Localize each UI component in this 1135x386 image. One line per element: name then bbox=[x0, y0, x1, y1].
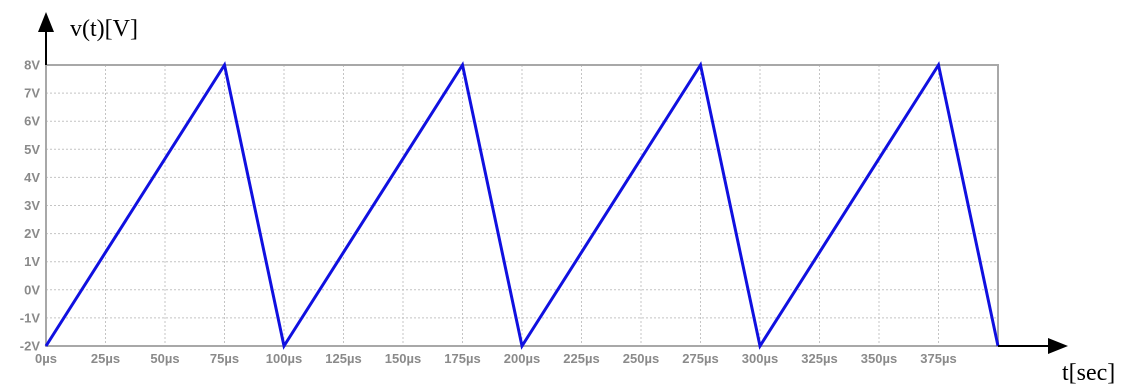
x-tick-label: 250µs bbox=[623, 351, 659, 366]
y-tick-label: 1V bbox=[24, 254, 40, 269]
y-axis-arrowhead-icon bbox=[38, 12, 54, 32]
y-tick-label: -1V bbox=[20, 310, 41, 325]
x-tick-label: 275µs bbox=[682, 351, 718, 366]
y-tick-label: 4V bbox=[24, 170, 40, 185]
x-tick-labels: 0µs 25µs 50µs 75µs 100µs 125µs 150µs 175µs 200µs… bbox=[35, 351, 957, 366]
y-tick-label: -2V bbox=[20, 339, 41, 354]
x-tick-label: 350µs bbox=[861, 351, 897, 366]
y-tick-label: 7V bbox=[24, 86, 40, 101]
x-tick-label: 375µs bbox=[920, 351, 956, 366]
grid bbox=[46, 65, 998, 346]
x-tick-label: 175µs bbox=[444, 351, 480, 366]
x-tick-label: 325µs bbox=[801, 351, 837, 366]
x-tick-label: 125µs bbox=[325, 351, 361, 366]
x-axis-title: t[sec] bbox=[1062, 360, 1115, 386]
x-axis-arrowhead-icon bbox=[1048, 338, 1068, 354]
series-line bbox=[44, 61, 1000, 350]
x-tick-label: 100µs bbox=[266, 351, 302, 366]
y-tick-label: 0V bbox=[24, 282, 40, 297]
y-tick-labels: 8V 7V 6V 5V 4V 3V 2V 1V 0V -1V -2V bbox=[20, 58, 41, 354]
x-tick-label: 300µs bbox=[742, 351, 778, 366]
x-tick-label: 225µs bbox=[563, 351, 599, 366]
y-tick-label: 8V bbox=[24, 58, 40, 73]
y-tick-label: 5V bbox=[24, 142, 40, 157]
x-tick-label: 150µs bbox=[385, 351, 421, 366]
x-tick-label: 75µs bbox=[210, 351, 239, 366]
y-tick-label: 2V bbox=[24, 226, 40, 241]
x-tick-label: 50µs bbox=[150, 351, 179, 366]
y-tick-label: 3V bbox=[24, 198, 40, 213]
y-axis-title: v(t)[V] bbox=[70, 16, 138, 42]
y-tick-label: 6V bbox=[24, 114, 40, 129]
x-tick-label: 25µs bbox=[91, 351, 120, 366]
x-tick-label: 0µs bbox=[35, 351, 57, 366]
x-tick-label: 200µs bbox=[504, 351, 540, 366]
